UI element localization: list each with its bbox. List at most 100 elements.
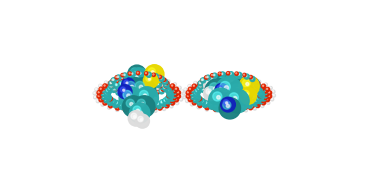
Circle shape (214, 73, 236, 95)
Circle shape (198, 81, 202, 86)
Circle shape (173, 96, 177, 100)
Circle shape (258, 102, 259, 104)
Circle shape (199, 82, 200, 84)
Circle shape (111, 86, 115, 90)
Circle shape (198, 84, 199, 86)
Circle shape (134, 71, 137, 74)
Circle shape (166, 84, 168, 85)
Circle shape (251, 82, 252, 83)
Circle shape (161, 83, 162, 84)
Circle shape (226, 107, 227, 108)
Circle shape (121, 79, 124, 83)
Circle shape (183, 92, 184, 94)
Circle shape (206, 89, 211, 94)
Circle shape (238, 105, 239, 106)
Circle shape (114, 103, 116, 105)
Circle shape (265, 84, 266, 85)
Circle shape (152, 104, 154, 106)
Circle shape (111, 100, 114, 102)
Circle shape (109, 97, 110, 99)
Circle shape (227, 78, 231, 82)
Circle shape (137, 70, 154, 88)
Circle shape (140, 95, 141, 96)
Circle shape (125, 110, 128, 113)
Circle shape (135, 107, 137, 109)
Circle shape (159, 76, 164, 81)
Circle shape (218, 77, 226, 85)
Circle shape (258, 81, 259, 82)
Circle shape (97, 91, 101, 95)
Circle shape (198, 87, 200, 89)
Circle shape (138, 78, 143, 83)
Circle shape (163, 85, 169, 91)
Circle shape (175, 93, 176, 94)
Circle shape (203, 100, 210, 106)
Circle shape (167, 98, 172, 104)
Circle shape (223, 81, 227, 85)
Circle shape (145, 65, 164, 84)
Circle shape (142, 81, 143, 82)
Circle shape (166, 82, 167, 83)
Circle shape (206, 76, 208, 78)
Circle shape (103, 84, 107, 88)
Circle shape (157, 91, 158, 92)
Circle shape (101, 91, 107, 97)
Circle shape (201, 79, 203, 81)
Circle shape (169, 87, 171, 89)
Circle shape (256, 81, 259, 85)
Circle shape (95, 88, 98, 91)
Circle shape (100, 93, 104, 97)
Circle shape (206, 80, 212, 86)
Circle shape (114, 82, 116, 83)
Circle shape (200, 86, 201, 87)
Circle shape (251, 81, 254, 85)
Circle shape (170, 96, 175, 101)
Circle shape (221, 73, 223, 75)
Circle shape (120, 105, 122, 107)
Circle shape (143, 106, 145, 108)
Circle shape (167, 89, 173, 95)
Circle shape (170, 88, 171, 89)
Circle shape (131, 106, 132, 107)
Circle shape (151, 106, 152, 107)
Circle shape (246, 82, 252, 88)
Circle shape (198, 103, 202, 108)
Circle shape (138, 71, 144, 77)
Circle shape (176, 94, 180, 98)
Circle shape (159, 81, 165, 87)
Circle shape (139, 73, 146, 80)
Circle shape (174, 90, 175, 91)
Circle shape (114, 89, 115, 90)
Circle shape (262, 85, 264, 86)
Circle shape (223, 74, 244, 95)
Circle shape (223, 101, 231, 109)
Circle shape (244, 102, 248, 107)
Circle shape (193, 90, 194, 91)
Circle shape (204, 84, 207, 86)
Circle shape (194, 98, 196, 100)
Circle shape (173, 94, 174, 95)
Circle shape (193, 99, 197, 103)
Circle shape (132, 80, 137, 84)
Circle shape (154, 107, 155, 108)
Circle shape (207, 82, 208, 83)
Circle shape (157, 104, 159, 106)
Circle shape (137, 72, 138, 73)
Circle shape (109, 104, 111, 106)
Circle shape (256, 84, 257, 85)
Circle shape (191, 92, 193, 94)
Circle shape (236, 80, 242, 86)
Circle shape (159, 78, 162, 81)
Circle shape (187, 92, 188, 93)
Circle shape (236, 73, 237, 74)
Circle shape (262, 96, 264, 98)
Circle shape (108, 98, 111, 100)
Circle shape (219, 107, 223, 110)
Circle shape (165, 84, 168, 87)
Circle shape (159, 76, 160, 77)
Circle shape (224, 79, 231, 85)
Circle shape (176, 102, 177, 103)
Circle shape (241, 78, 243, 80)
Circle shape (264, 83, 268, 86)
Circle shape (199, 82, 202, 85)
